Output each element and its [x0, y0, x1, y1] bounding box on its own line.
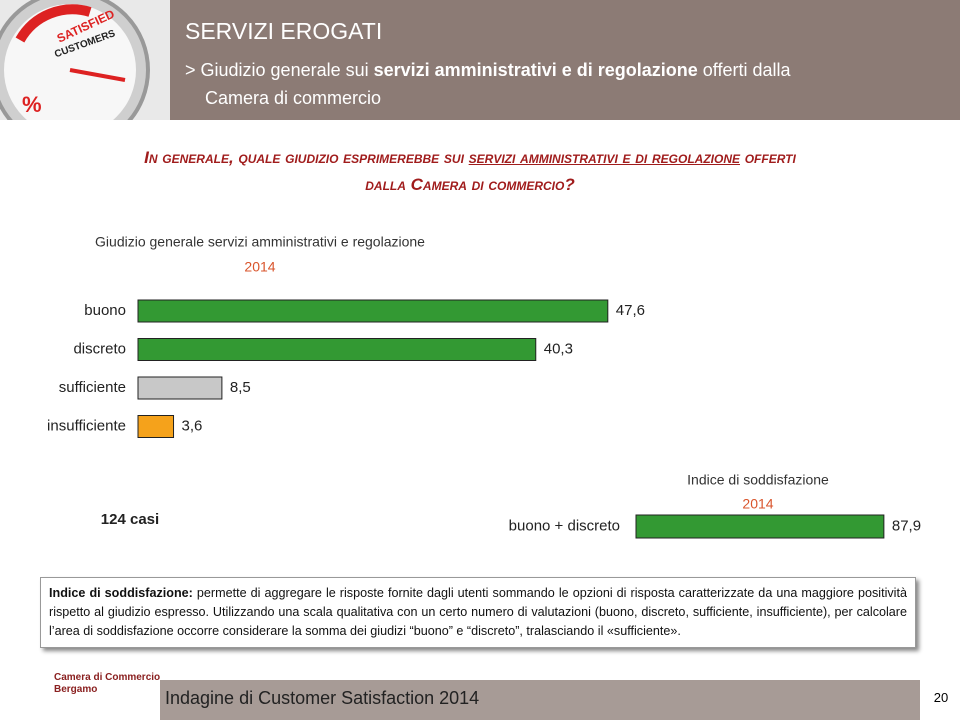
note-lead: Indice di soddisfazione: [49, 586, 193, 600]
charts: Giudizio generale servizi amministrativi… [47, 234, 921, 539]
value-label: 40,3 [544, 340, 573, 357]
note-text: permette di aggregare le risposte fornit… [49, 586, 907, 638]
chart-title: Indice di soddisfazione [687, 472, 829, 488]
question-part: dalla Camera di commercio? [365, 175, 575, 194]
logo-text: % [22, 92, 42, 117]
subtitle-part: Camera di commercio [205, 88, 382, 108]
subtitle-part: servizi amministrativi e di regolazione [373, 60, 698, 80]
category-label: insufficiente [47, 417, 126, 434]
category-label: buono + discreto [509, 517, 620, 534]
chart-subtitle: 2014 [244, 259, 275, 275]
value-label: 8,5 [230, 379, 251, 396]
bar [137, 415, 175, 438]
chart-title: Giudizio generale servizi amministrativi… [95, 234, 425, 250]
bar [137, 338, 537, 361]
bar [137, 299, 609, 323]
category-label: sufficiente [59, 379, 126, 396]
slide-title: SERVIZI EROGATI [185, 18, 383, 44]
gauge: SATISFIED CUSTOMERS % [0, 0, 150, 150]
subtitle-part: > Giudizio generale sui [185, 60, 374, 80]
value-label: 3,6 [182, 417, 203, 434]
value-label: 47,6 [616, 302, 645, 319]
logo-line: Bergamo [54, 684, 98, 695]
question-part: offerti [739, 148, 796, 167]
footer-band [160, 680, 920, 720]
chart-subtitle: 2014 [742, 496, 773, 512]
footer-text: Indagine di Customer Satisfaction 2014 [165, 688, 480, 708]
gauge-image: SATISFIED CUSTOMERS % [0, 0, 170, 150]
category-label: buono [84, 302, 126, 319]
page-number: 20 [933, 690, 949, 705]
question-part: servizi amministrativi e di regolazione [468, 148, 740, 167]
annotation: 124 casi [101, 511, 159, 528]
subtitle-part: offerti dalla [697, 60, 791, 80]
question: In generale, quale giudizio esprimerebbe… [60, 144, 880, 198]
category-label: discreto [73, 340, 126, 357]
note-box: Indice di soddisfazione: permette di agg… [40, 577, 916, 648]
logo-line: Camera di Commercio [54, 672, 161, 683]
footer-logo: Camera di Commercio Bergamo [54, 672, 160, 696]
question-part: In generale, quale giudizio esprimerebbe… [144, 148, 469, 167]
bar [137, 376, 223, 400]
slide-subtitle: > Giudizio generale sui servizi amminist… [185, 56, 790, 112]
bar [635, 514, 885, 539]
value-label: 87,9 [892, 517, 921, 534]
